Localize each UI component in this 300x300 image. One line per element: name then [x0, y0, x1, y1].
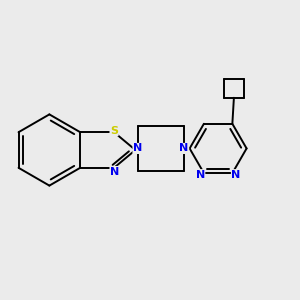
Text: N: N	[133, 143, 142, 154]
Text: N: N	[231, 170, 241, 180]
Text: S: S	[110, 126, 118, 136]
Text: N: N	[179, 143, 189, 154]
Text: N: N	[196, 170, 205, 180]
Text: N: N	[110, 167, 119, 176]
